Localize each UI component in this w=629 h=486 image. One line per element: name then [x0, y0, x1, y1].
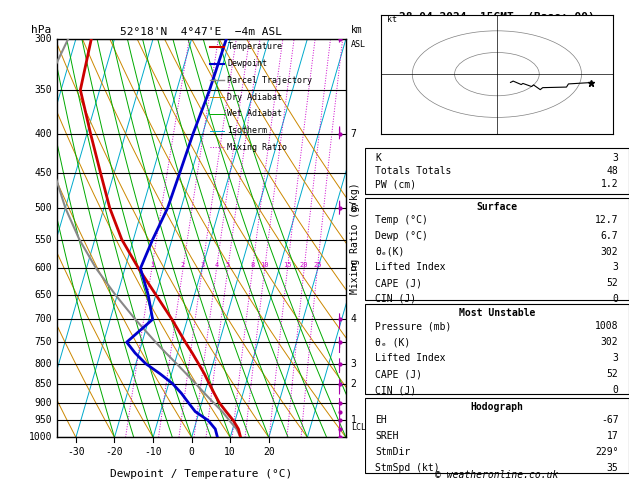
Text: 0: 0 [613, 385, 618, 396]
Text: Wet Adiabat: Wet Adiabat [227, 109, 282, 118]
Text: Most Unstable: Most Unstable [459, 308, 535, 318]
Text: LCL: LCL [351, 423, 365, 432]
Text: Dewpoint: Dewpoint [227, 59, 267, 68]
Text: CIN (J): CIN (J) [376, 385, 416, 396]
Text: Isotherm: Isotherm [227, 126, 267, 135]
Text: © weatheronline.co.uk: © weatheronline.co.uk [435, 470, 559, 480]
Text: Mixing Ratio: Mixing Ratio [227, 143, 287, 152]
Text: 0: 0 [613, 294, 618, 304]
Text: 3: 3 [613, 153, 618, 163]
Text: Pressure (mb): Pressure (mb) [376, 321, 452, 331]
Text: 1000: 1000 [29, 433, 52, 442]
Text: 3: 3 [351, 359, 357, 368]
Text: 600: 600 [35, 263, 52, 273]
Text: 1: 1 [150, 262, 154, 268]
Text: 650: 650 [35, 290, 52, 300]
Text: 1.2: 1.2 [601, 179, 618, 190]
Text: StmSpd (kt): StmSpd (kt) [376, 463, 440, 473]
Text: -10: -10 [144, 447, 162, 457]
Text: 302: 302 [601, 337, 618, 347]
Text: 3: 3 [200, 262, 204, 268]
Text: 10: 10 [260, 262, 269, 268]
Text: -67: -67 [601, 415, 618, 425]
Text: CIN (J): CIN (J) [376, 294, 416, 304]
Text: ASL: ASL [351, 40, 365, 49]
Text: 52: 52 [607, 278, 618, 288]
Text: 4: 4 [214, 262, 219, 268]
Text: 35: 35 [607, 463, 618, 473]
Bar [365, 304, 629, 394]
Text: 800: 800 [35, 359, 52, 368]
Text: StmDir: StmDir [376, 447, 411, 457]
Text: -30: -30 [67, 447, 85, 457]
Text: 48: 48 [607, 166, 618, 176]
Text: 20: 20 [300, 262, 308, 268]
Bar [365, 148, 629, 194]
Text: 400: 400 [35, 129, 52, 139]
Text: 20: 20 [263, 447, 275, 457]
Text: 17: 17 [607, 431, 618, 441]
Text: Temperature: Temperature [227, 42, 282, 52]
Text: 300: 300 [35, 34, 52, 44]
Text: Totals Totals: Totals Totals [376, 166, 452, 176]
Text: SREH: SREH [376, 431, 399, 441]
Bar [365, 198, 629, 300]
Text: 8: 8 [250, 262, 255, 268]
Text: CAPE (J): CAPE (J) [376, 369, 423, 380]
Text: 15: 15 [283, 262, 292, 268]
Text: 350: 350 [35, 85, 52, 95]
Text: 450: 450 [35, 168, 52, 178]
Text: km: km [351, 25, 362, 35]
Text: Temp (°C): Temp (°C) [376, 215, 428, 226]
Text: hPa: hPa [31, 25, 51, 35]
Text: 5: 5 [226, 262, 230, 268]
Text: Dry Adiabat: Dry Adiabat [227, 92, 282, 102]
Text: 900: 900 [35, 398, 52, 408]
Text: 2: 2 [351, 379, 357, 389]
Text: 302: 302 [601, 247, 618, 257]
Text: 4: 4 [351, 314, 357, 324]
Text: 3: 3 [613, 353, 618, 364]
Text: K: K [376, 153, 381, 163]
Text: 850: 850 [35, 379, 52, 389]
Text: 52: 52 [607, 369, 618, 380]
Text: Mixing Ratio (g/kg): Mixing Ratio (g/kg) [350, 182, 360, 294]
Text: 5: 5 [351, 263, 357, 273]
Text: 25: 25 [313, 262, 321, 268]
Text: 1: 1 [351, 416, 357, 425]
Text: Surface: Surface [476, 202, 518, 212]
Text: 1008: 1008 [595, 321, 618, 331]
Text: CAPE (J): CAPE (J) [376, 278, 423, 288]
Text: Hodograph: Hodograph [470, 402, 523, 412]
Text: kt: kt [387, 15, 397, 24]
Text: 2: 2 [181, 262, 185, 268]
Text: Dewpoint / Temperature (°C): Dewpoint / Temperature (°C) [110, 469, 292, 479]
Text: Lifted Index: Lifted Index [376, 353, 446, 364]
Text: PW (cm): PW (cm) [376, 179, 416, 190]
Text: 10: 10 [225, 447, 236, 457]
Text: 6: 6 [351, 203, 357, 213]
Text: Dewp (°C): Dewp (°C) [376, 231, 428, 241]
Text: Lifted Index: Lifted Index [376, 262, 446, 272]
Text: 500: 500 [35, 203, 52, 213]
Text: 28.04.2024  15GMT  (Base: 00): 28.04.2024 15GMT (Base: 00) [399, 12, 595, 22]
Text: θₑ (K): θₑ (K) [376, 337, 411, 347]
Text: 950: 950 [35, 416, 52, 425]
Text: 750: 750 [35, 337, 52, 347]
Text: 550: 550 [35, 235, 52, 244]
Text: 229°: 229° [595, 447, 618, 457]
Text: θₑ(K): θₑ(K) [376, 247, 405, 257]
Text: 3: 3 [613, 262, 618, 272]
Text: -20: -20 [106, 447, 123, 457]
Text: 7: 7 [351, 129, 357, 139]
Text: EH: EH [376, 415, 387, 425]
Bar [365, 398, 629, 473]
Title: 52°18'N  4°47'E  −4m ASL: 52°18'N 4°47'E −4m ASL [120, 27, 282, 37]
Text: 12.7: 12.7 [595, 215, 618, 226]
Text: 6.7: 6.7 [601, 231, 618, 241]
Text: 0: 0 [189, 447, 194, 457]
Text: 700: 700 [35, 314, 52, 324]
Text: Parcel Trajectory: Parcel Trajectory [227, 76, 313, 85]
